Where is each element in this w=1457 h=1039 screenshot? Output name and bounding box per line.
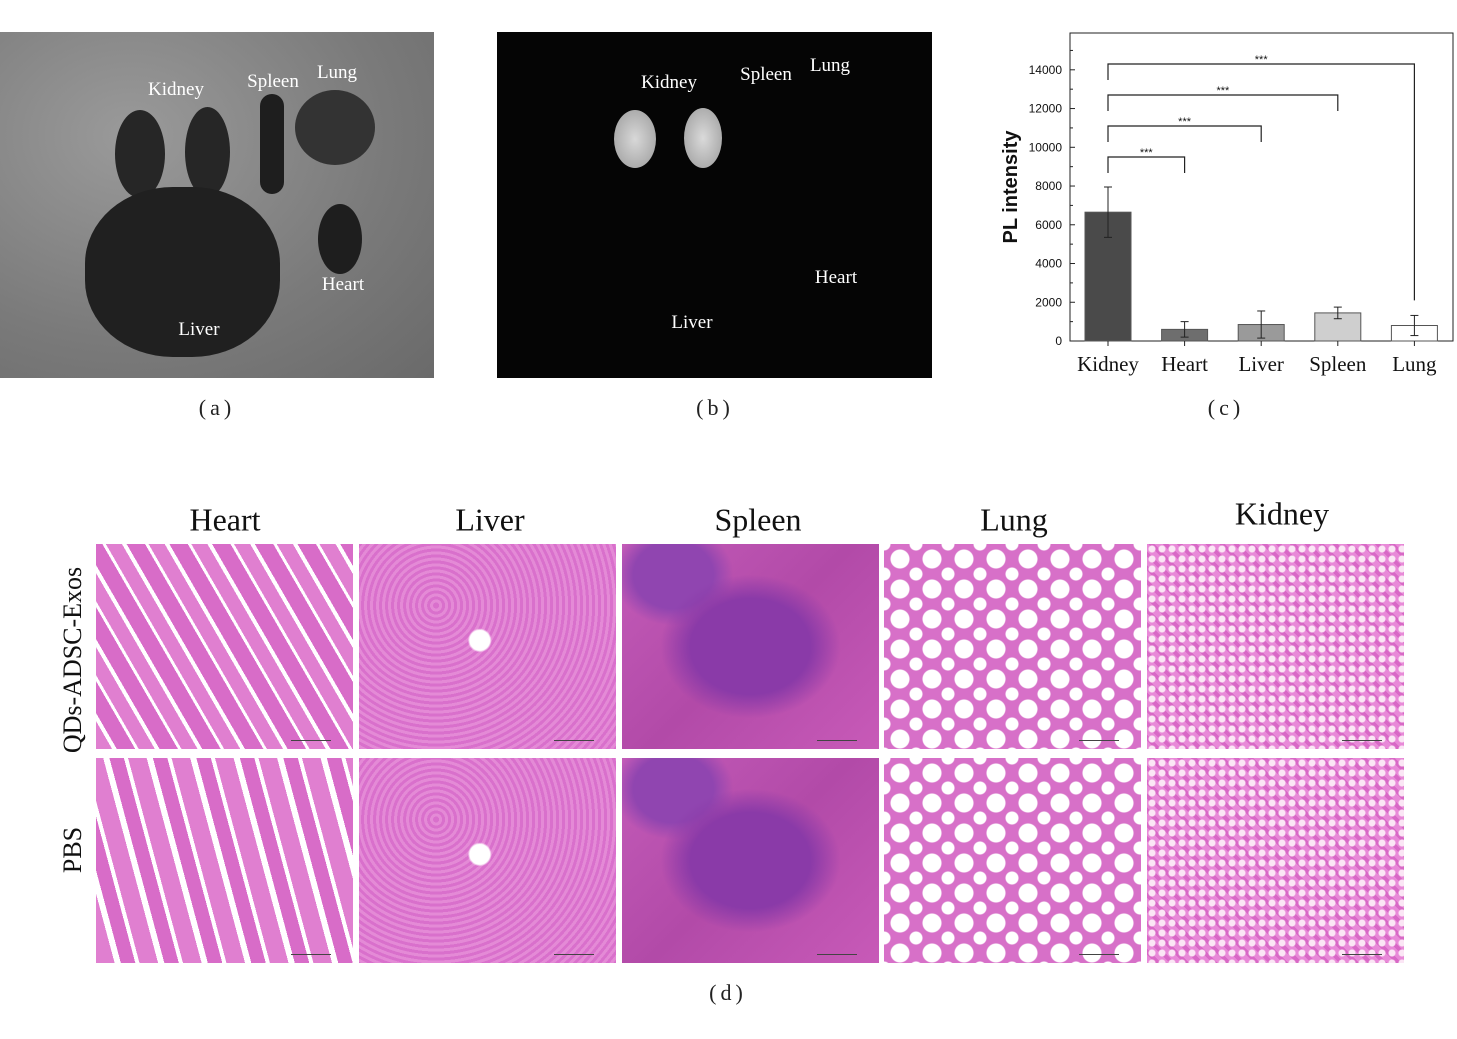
kidney-left-glow [614, 110, 656, 168]
liver [85, 187, 280, 357]
col-header-kidney: Kidney [1234, 495, 1330, 532]
y-tick-label: 14000 [1029, 63, 1063, 77]
heart [318, 204, 362, 274]
he-heart-pbs [96, 758, 353, 963]
he-kidney-exos [1147, 544, 1404, 749]
he-heart-exos [96, 544, 353, 749]
label-heart: Heart [321, 274, 365, 295]
significance-bracket [1107, 94, 1339, 111]
y-tick-label: 8000 [1035, 179, 1062, 193]
organs-brightfield-photo [0, 32, 434, 378]
he-liver-exos [359, 544, 616, 749]
x-tick-label: Heart [1161, 352, 1208, 376]
label-liver: Liver [671, 312, 713, 333]
he-spleen-exos [622, 544, 879, 749]
label-spleen: Spleen [247, 71, 299, 92]
col-header-lung: Lung [980, 501, 1048, 538]
y-tick-label: 2000 [1035, 295, 1062, 309]
spleen [260, 94, 284, 194]
he-liver-pbs [359, 758, 616, 963]
significance-bracket [1107, 125, 1262, 142]
label-heart: Heart [814, 267, 858, 288]
kidney-right-glow [684, 108, 722, 168]
significance-label: *** [1255, 54, 1269, 66]
col-header-heart: Heart [189, 501, 261, 538]
he-kidney-pbs [1147, 758, 1404, 963]
y-tick-label: 12000 [1029, 102, 1063, 116]
he-spleen-pbs [622, 758, 879, 963]
y-tick-label: 4000 [1035, 257, 1062, 271]
col-header-spleen: Spleen [714, 501, 802, 538]
label-lung: Lung [316, 62, 358, 83]
pl-intensity-bar-chart: 0 2000 4000 6000 8000 10000 12000 14000 PL inten… [1000, 32, 1454, 376]
x-tick-label: Kidney [1077, 352, 1139, 376]
kidney-right [185, 107, 230, 197]
label-spleen: Spleen [740, 64, 792, 85]
x-tick-label: Lung [1392, 352, 1437, 376]
y-tick-label: 10000 [1029, 140, 1063, 154]
label-lung: Lung [809, 55, 851, 76]
kidney-left [115, 110, 165, 198]
organs-fluorescence-photo [497, 32, 932, 378]
lung [295, 90, 375, 165]
significance-label: *** [1216, 85, 1230, 97]
label-kidney: Kidney [148, 79, 204, 100]
y-tick-label: 0 [1055, 334, 1062, 348]
col-header-liver: Liver [455, 501, 525, 538]
significance-label: *** [1140, 147, 1154, 159]
label-kidney: Kidney [641, 72, 697, 93]
significance-bracket [1107, 63, 1415, 301]
y-axis-label: PL intensity [1000, 130, 1022, 244]
row-label-pbs: PBS [58, 826, 87, 874]
row-label-qds-adsc-exos: QDs-ADSC-Exos [58, 566, 87, 754]
significance-bracket [1107, 156, 1186, 173]
y-tick-label: 6000 [1035, 218, 1062, 232]
x-tick-label: Spleen [1309, 352, 1367, 376]
x-tick-label: Liver [1238, 352, 1283, 376]
caption-b: (b) [696, 395, 734, 420]
significance-label: *** [1178, 116, 1192, 128]
caption-d: (d) [709, 980, 747, 1005]
he-lung-exos [884, 544, 1141, 749]
he-lung-pbs [884, 758, 1141, 963]
label-liver: Liver [178, 319, 220, 340]
caption-c: (c) [1207, 395, 1245, 420]
caption-a: (a) [198, 395, 236, 420]
